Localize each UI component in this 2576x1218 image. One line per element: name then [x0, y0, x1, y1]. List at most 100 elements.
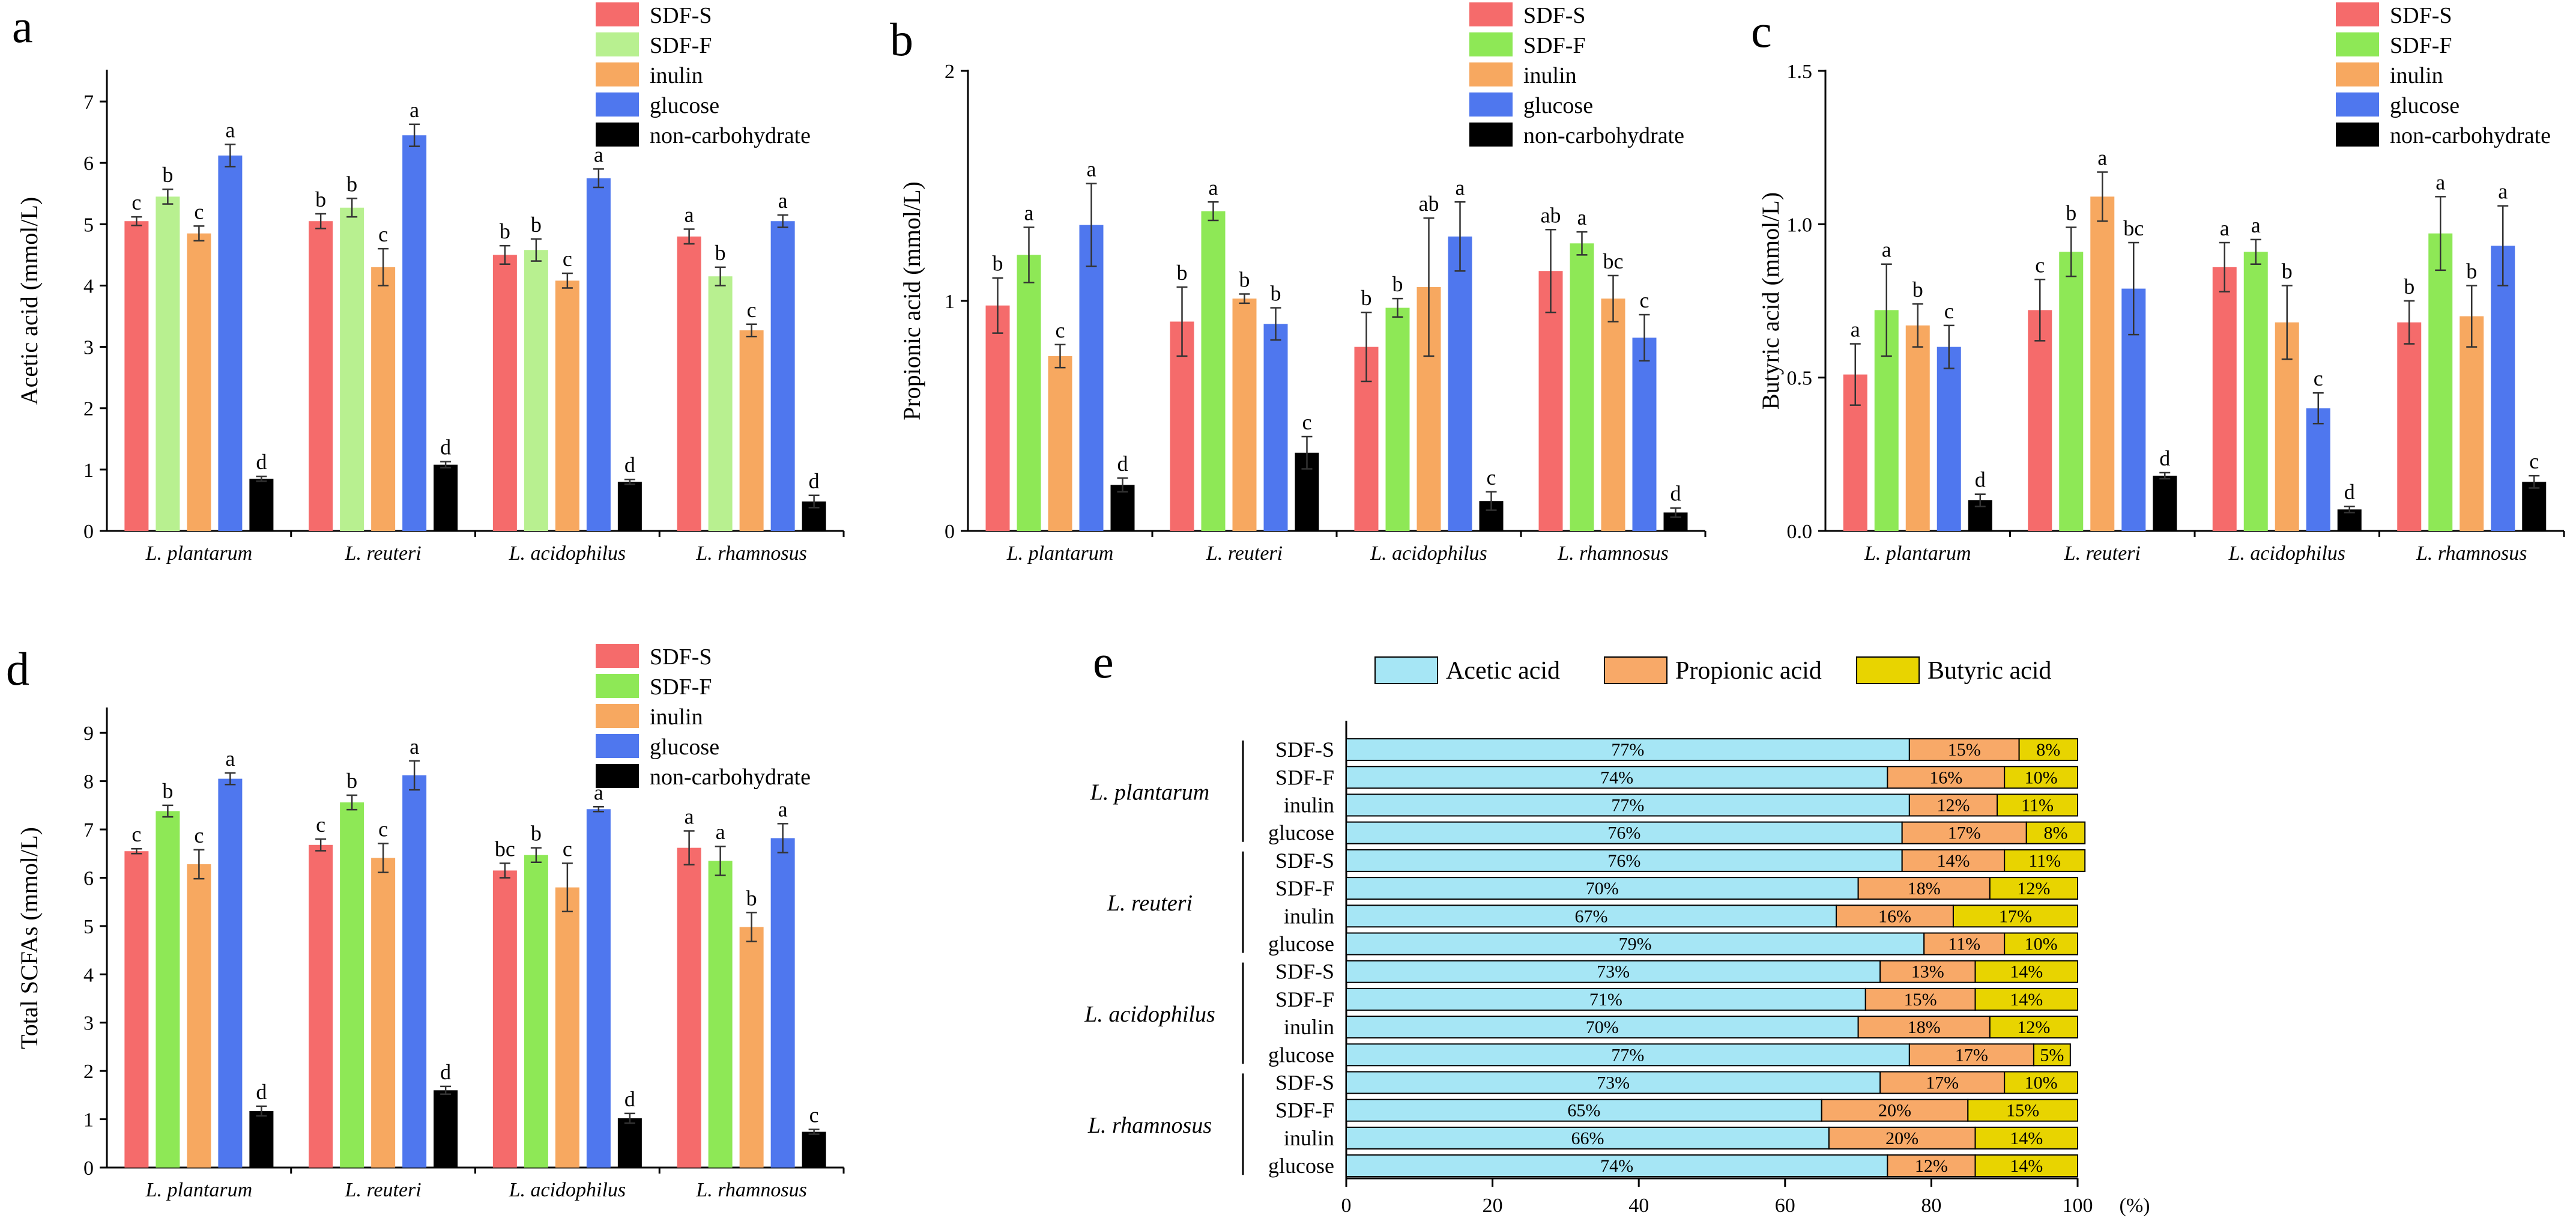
stacked-segment [1989, 1016, 2079, 1039]
bar [1905, 325, 1930, 531]
segment-value-label: 14% [2010, 1156, 2043, 1176]
segment-value-label: 5% [2040, 1045, 2064, 1065]
significance-letter: ab [1419, 192, 1439, 216]
bar [492, 255, 517, 531]
legend-swatch [596, 764, 639, 788]
segment-value-label: 76% [1607, 823, 1640, 843]
panel-e: e 0 20 40 60 80 100 (%) Acetic acid Propionic aci… [1084, 635, 2150, 1217]
segment-value-label: 14% [2010, 1129, 2043, 1148]
legend-swatch [596, 644, 639, 668]
significance-letter: a [225, 118, 235, 142]
stacked-segment [1989, 877, 2079, 900]
stacked-segment [1908, 1043, 2034, 1067]
legend-label: SDF-S [650, 3, 712, 28]
segment-value-label: 70% [1586, 879, 1619, 898]
y-tick-label: 3 [83, 337, 94, 359]
group-label: L. rhamnosus [1087, 1113, 1212, 1138]
significance-letter: c [194, 199, 204, 223]
bar [586, 178, 611, 531]
bar [2306, 408, 2330, 531]
stacked-segment [2004, 932, 2078, 956]
significance-letter: c [2035, 253, 2045, 277]
stacked-segment [1974, 960, 2078, 983]
segment-value-label: 73% [1597, 1073, 1630, 1093]
bar [187, 864, 211, 1168]
category-label: L. plantarum [145, 542, 253, 565]
bar [524, 250, 548, 531]
significance-letter: c [809, 1103, 819, 1127]
bar [249, 1110, 274, 1168]
bar [2428, 233, 2453, 531]
legend-label: glucose [2390, 93, 2460, 118]
legend-label: non-carbohydrate [2390, 123, 2551, 148]
bar [2522, 482, 2547, 531]
bar [1448, 236, 1472, 531]
bar [739, 927, 764, 1168]
category-label: L. reuteri [345, 1179, 422, 1201]
legend-label: glucose [1523, 93, 1593, 118]
significance-letter: a [410, 735, 419, 759]
y-tick-label: 0.5 [1787, 368, 1813, 390]
bar [1538, 271, 1563, 531]
segment-value-label: 17% [1955, 1045, 1988, 1065]
significance-letter: c [194, 823, 204, 847]
panel-letter: e [1093, 635, 1114, 688]
significance-letter: b [2282, 259, 2293, 283]
significance-letter: c [1944, 299, 1954, 323]
group-label: L. acidophilus [1084, 1002, 1215, 1027]
significance-letter: d [440, 1060, 451, 1084]
significance-letter: b [346, 769, 357, 793]
stacked-segment [1346, 1043, 1910, 1067]
category-label: L. reuteri [1206, 542, 1283, 565]
legend-swatch [1856, 656, 1920, 684]
y-tick-label: 8 [83, 771, 94, 793]
bar [985, 305, 1010, 531]
stacked-segment [1908, 738, 2020, 762]
legend-swatch [2336, 32, 2379, 56]
row-label: inulin [1284, 904, 1334, 928]
segment-value-label: 8% [2043, 823, 2067, 843]
significance-letter: c [1302, 410, 1312, 434]
group-label: L. reuteri [1107, 891, 1193, 916]
bar [1385, 308, 1410, 531]
legend-swatch [1469, 123, 1513, 147]
significance-letter: a [2498, 180, 2508, 204]
segment-value-label: 14% [1937, 851, 1970, 871]
category-label: L. rhamnosus [695, 542, 807, 565]
segment-value-label: 14% [2010, 990, 2043, 1010]
significance-letter: d [1670, 482, 1681, 506]
significance-letter: b [1392, 272, 1403, 296]
row-label: glucose [1268, 1043, 1334, 1067]
significance-letter: a [2435, 170, 2445, 194]
legend-swatch [2336, 123, 2379, 147]
y-tick-label: 4 [83, 275, 94, 297]
stacked-segment [1346, 1016, 1859, 1039]
significance-letter: c [2314, 366, 2323, 390]
legend-label: non-carbohydrate [650, 765, 811, 790]
panel-letter: d [6, 643, 29, 695]
segment-value-label: 11% [2028, 851, 2061, 871]
significance-letter: d [1975, 468, 1986, 492]
bar [2397, 322, 2422, 531]
segment-value-label: 65% [1567, 1101, 1600, 1121]
significance-letter: b [162, 163, 173, 187]
significance-letter: b [2404, 274, 2414, 298]
segment-value-label: 11% [2021, 796, 2054, 816]
stacked-segment [1346, 932, 1925, 956]
legend-label: SDF-S [2390, 3, 2452, 28]
stacked-segment [2025, 821, 2086, 844]
bar [1632, 338, 1657, 531]
legend-label: glucose [650, 93, 719, 118]
stacked-segment [1908, 793, 1998, 817]
significance-letter: c [2529, 449, 2539, 473]
y-tick-label: 2 [83, 1061, 94, 1083]
panel-c: 0.0 0.5 1.0 1.5 Butyric acid (mmol/L) L. plan… [1751, 2, 2565, 565]
segment-value-label: 71% [1589, 990, 1622, 1010]
stacked-segment [1821, 1098, 1969, 1122]
significance-letter: d [2344, 480, 2355, 504]
row-label: inulin [1284, 1126, 1334, 1150]
significance-letter: c [747, 298, 757, 322]
legend-label: SDF-S [650, 644, 712, 670]
y-tick-label: 1.0 [1787, 214, 1813, 236]
significance-letter: d [256, 1080, 267, 1104]
